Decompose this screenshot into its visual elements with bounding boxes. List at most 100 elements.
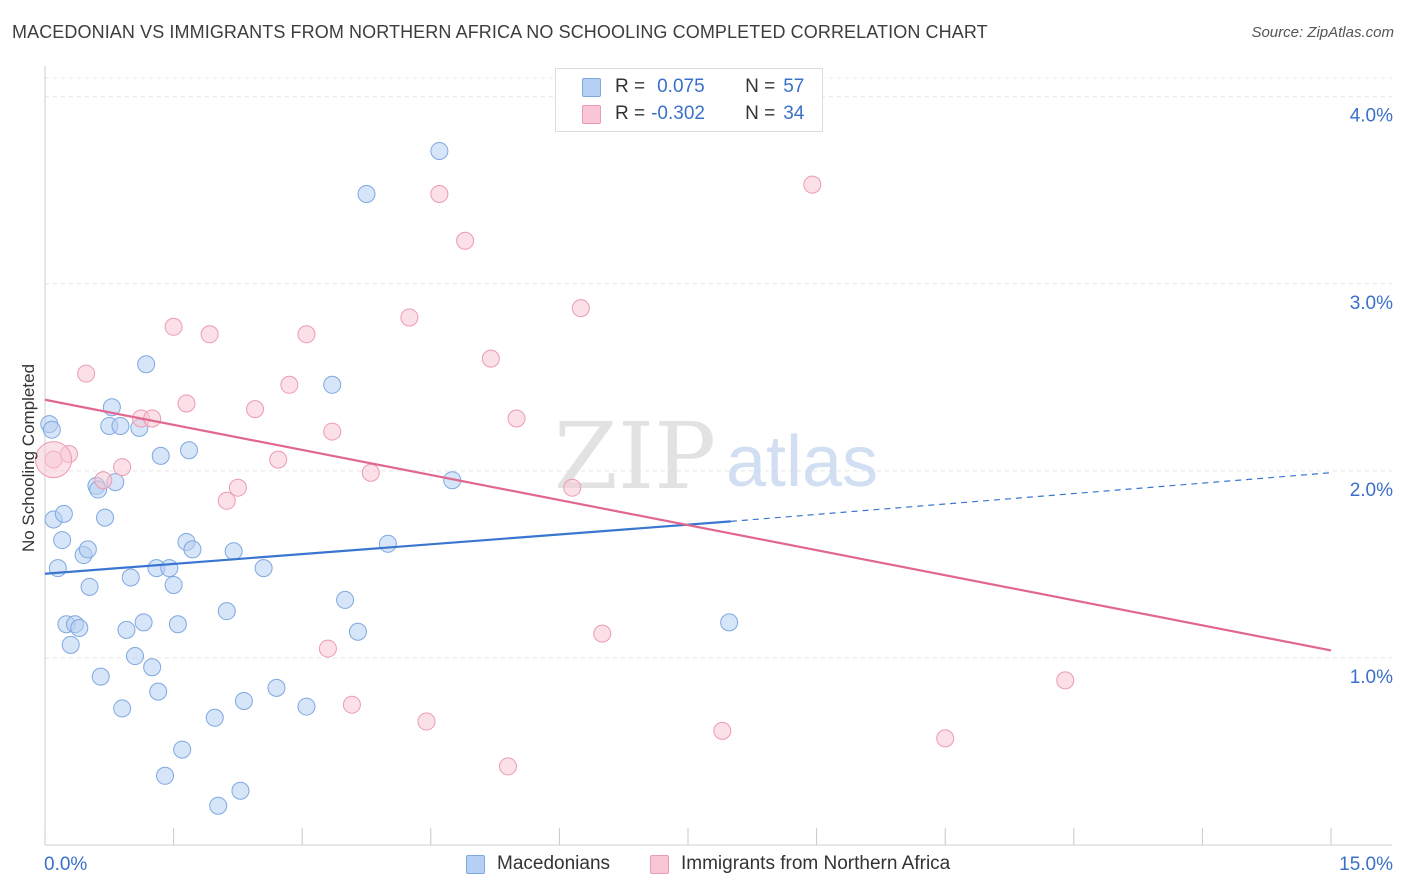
immigrant-point	[498, 757, 517, 776]
immigrant-point	[318, 639, 337, 658]
macedonian-point	[53, 531, 72, 550]
macedonians-swatch	[582, 77, 601, 97]
y-tick-label: 4.0%	[1350, 106, 1393, 127]
immigrant-point	[217, 491, 236, 510]
immigrants-trend-line	[44, 398, 1332, 652]
r-value: -0.302	[651, 103, 705, 124]
immigrant-point	[936, 729, 955, 748]
immigrant-point	[280, 375, 299, 394]
macedonians-legend-label: Macedonians	[497, 853, 611, 874]
macedonian-point	[180, 441, 199, 460]
macedonian-point	[121, 568, 140, 587]
macedonian-point	[42, 420, 61, 439]
watermark-atlas: atlas	[726, 422, 878, 502]
macedonians-trend-extension	[730, 472, 1332, 522]
macedonian-point	[164, 575, 183, 594]
macedonian-point	[357, 184, 376, 203]
n-label: N =	[745, 76, 776, 97]
macedonian-point	[348, 622, 367, 641]
macedonian-point	[113, 699, 132, 718]
source-credit: Source: ZipAtlas.com	[1251, 24, 1394, 41]
legend-item-macedonians: Macedonians	[466, 852, 610, 876]
immigrant-point	[77, 364, 96, 383]
macedonian-point	[231, 781, 250, 800]
x-tick-label-min: 0.0%	[44, 854, 87, 875]
immigrant-point	[94, 471, 113, 490]
macedonian-point	[143, 658, 162, 677]
macedonian-point	[80, 577, 99, 596]
macedonian-point	[168, 615, 187, 634]
immigrant-point	[342, 695, 361, 714]
tick-labels: 1.0% 2.0% 3.0% 4.0% 0.0% 15.0%	[44, 106, 1393, 875]
y-tick-label: 3.0%	[1350, 293, 1393, 314]
immigrant-point	[571, 299, 590, 318]
gridlines	[45, 77, 1392, 659]
immigrant-point	[430, 184, 449, 203]
macedonian-point	[267, 678, 286, 697]
macedonian-point	[720, 613, 739, 632]
stats-row-immigrants: R = -0.302 N = 34	[582, 102, 804, 126]
immigrant-point	[563, 478, 582, 497]
immigrant-point	[400, 308, 419, 327]
macedonian-point	[126, 647, 145, 666]
macedonian-point	[96, 508, 115, 527]
macedonian-point	[151, 446, 170, 465]
immigrant-point	[246, 400, 265, 419]
immigrant-point	[164, 317, 183, 336]
macedonian-point	[336, 590, 355, 609]
macedonians-legend-swatch	[466, 854, 485, 874]
immigrant-point	[200, 325, 219, 344]
stats-row-macedonians: R = 0.075 N = 57	[582, 75, 804, 99]
macedonian-point	[254, 559, 273, 578]
macedonian-point	[234, 691, 253, 710]
immigrant-point	[35, 441, 73, 479]
immigrant-point	[803, 175, 822, 194]
immigrant-point	[228, 478, 247, 497]
trend-lines	[44, 398, 1332, 652]
macedonian-point	[209, 796, 228, 815]
n-label: N =	[745, 103, 776, 124]
macedonian-point	[111, 416, 130, 435]
macedonian-point	[160, 559, 179, 578]
macedonian-point	[217, 602, 236, 621]
immigrants-legend-swatch	[650, 854, 669, 874]
r-label: R =	[615, 76, 646, 97]
y-tick-label: 1.0%	[1350, 667, 1393, 688]
macedonian-point	[61, 635, 80, 654]
immigrant-point	[1056, 671, 1075, 690]
macedonian-point	[134, 613, 153, 632]
macedonians-trend-line	[44, 520, 731, 575]
macedonian-point	[156, 766, 175, 785]
macedonian-point	[323, 375, 342, 394]
chart-title: MACEDONIAN VS IMMIGRANTS FROM NORTHERN A…	[12, 22, 988, 42]
x-tick-label-max: 15.0%	[1339, 854, 1393, 875]
immigrant-point	[323, 422, 342, 441]
y-tick-label: 2.0%	[1350, 480, 1393, 501]
stats-legend: R = 0.075 N = 57 R = -0.302 N = 34	[555, 68, 823, 132]
immigrant-point	[297, 325, 316, 344]
watermark-zip: ZIP	[554, 403, 716, 510]
immigrant-point	[456, 231, 475, 250]
immigrant-point	[713, 721, 732, 740]
immigrant-point	[177, 394, 196, 413]
immigrant-point	[417, 712, 436, 731]
n-value: 34	[783, 103, 805, 124]
macedonians-points	[40, 141, 739, 815]
macedonian-point	[430, 141, 449, 160]
immigrant-point	[593, 624, 612, 643]
immigrant-point	[361, 463, 380, 482]
immigrants-swatch	[582, 104, 601, 124]
r-value: 0.075	[657, 76, 705, 97]
macedonian-point	[297, 697, 316, 716]
immigrant-point	[269, 450, 288, 469]
macedonian-point	[183, 540, 202, 559]
macedonian-point	[173, 740, 192, 759]
macedonian-point	[117, 620, 136, 639]
immigrant-point	[481, 349, 500, 368]
macedonian-point	[70, 618, 89, 637]
legend-item-immigrants: Immigrants from Northern Africa	[650, 852, 950, 876]
immigrants-points	[35, 175, 1075, 776]
immigrant-point	[113, 458, 132, 477]
macedonian-point	[91, 667, 110, 686]
